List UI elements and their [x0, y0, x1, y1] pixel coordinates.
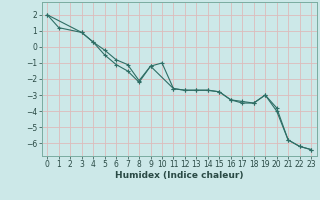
- X-axis label: Humidex (Indice chaleur): Humidex (Indice chaleur): [115, 171, 244, 180]
